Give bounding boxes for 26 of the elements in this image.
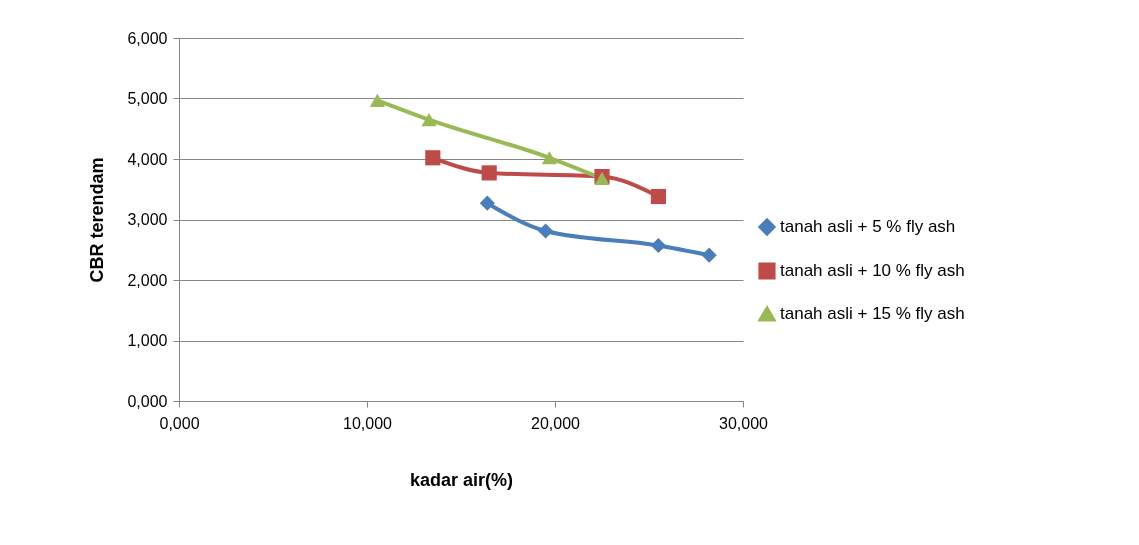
legend-label: tanah asli + 15 % fly ash [780,304,965,323]
point [538,223,554,239]
x-tick-label: 30,000 [719,414,769,432]
point [479,195,495,211]
y-tick-label: 3,000 [127,211,168,228]
y-tick-label: 4,000 [127,150,168,168]
y-tick-label: 2,000 [127,271,168,289]
y-axis-title: CBR terendam [87,157,108,283]
y-tick-label: 5,000 [127,90,168,107]
point [650,237,666,254]
x-axis-title: kadar air(%) [409,469,514,490]
point [425,150,441,166]
legend-label: tanah asli + 5 % fly ash [780,217,956,236]
point [650,188,666,205]
point [541,151,557,165]
point [421,113,437,127]
x-tick-label: 0,000 [159,414,200,432]
point [701,247,717,263]
legend-label: tanah asli + 10 % fly ash [780,261,965,280]
y-tick-label: 1,000 [127,332,168,349]
point [481,165,497,181]
y-tick-label: 6,000 [127,29,168,47]
point [369,93,385,107]
x-tick-label: 20,000 [531,414,581,432]
x-tick-label: 10,000 [343,414,393,432]
y-tick-label: 0,000 [127,392,168,410]
